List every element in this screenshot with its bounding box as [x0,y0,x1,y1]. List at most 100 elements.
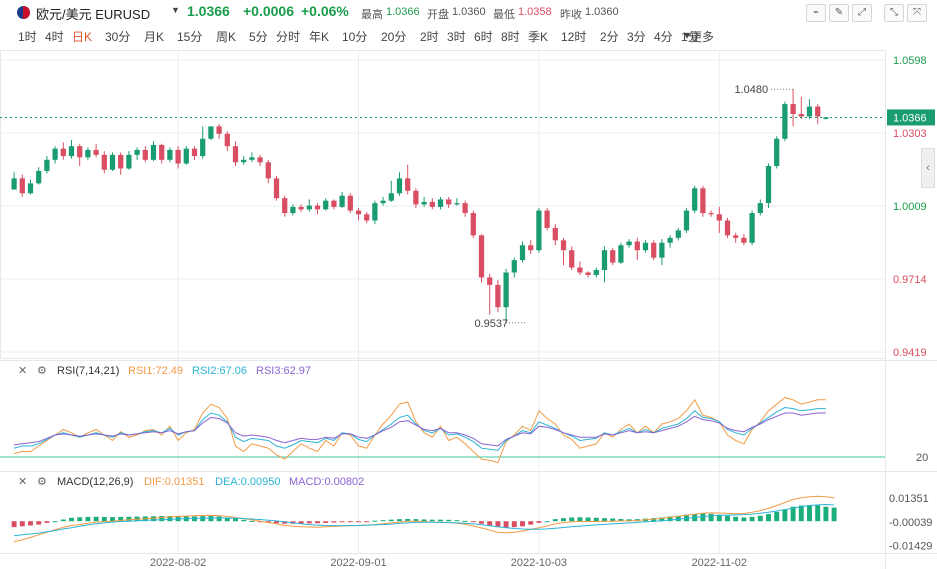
candle-body [388,193,394,201]
candle-body [610,250,616,263]
candle-body [560,240,567,251]
macd-histogram-bar [28,521,33,526]
macd-line-dif [13,495,835,543]
candle-body [150,144,157,160]
period-tab[interactable]: 2时 [420,30,439,44]
period-tab[interactable]: 20分 [381,30,407,44]
period-tab[interactable]: 4分 [654,30,673,44]
period-tab[interactable]: 5分 [249,30,268,44]
period-tab[interactable]: 日K [72,30,93,44]
candle-body [364,214,370,221]
fullscreen-icon[interactable]: ⤡ [884,4,904,22]
macd-histogram-bar [741,517,747,522]
price-axis-tick: 1.0598 [893,55,927,67]
candle-body [27,183,34,194]
date-axis-tick: 2022-08-02 [150,557,206,569]
macd-histogram-bar [69,517,74,522]
chevron-left-icon[interactable]: ‹ [921,148,935,188]
macd-histogram-bar [241,519,247,522]
macd-histogram-bar [561,518,566,522]
macd-histogram-bar [233,518,238,522]
candle-body [774,138,780,167]
candle-body [11,178,17,190]
macd-histogram-bar [675,515,681,522]
period-tab[interactable]: 15分 [177,30,203,44]
gear-icon[interactable]: ⚙ [37,476,47,488]
dif-value: DIF:0.01351 [144,476,205,488]
macd-axis-tick: -0.01429 [889,541,932,553]
candle-body [118,154,124,169]
macd-histogram-bar [364,521,370,523]
candle-body [314,205,321,210]
period-tab[interactable]: 3分 [627,30,646,44]
macd-histogram-bar [520,521,525,527]
candle-body [437,199,444,207]
macd-histogram-bar [831,507,837,522]
candle-body [495,284,501,308]
candle-body [126,154,132,169]
more-caret-icon[interactable]: ▾ [684,28,691,42]
macd-histogram-bar [479,521,484,524]
period-tab[interactable]: 30分 [105,30,131,44]
period-tab[interactable]: 8时 [501,30,520,44]
macd-histogram-bar [413,519,419,522]
period-tab[interactable]: 1分 [681,30,700,44]
high-value: 1.0366 [386,6,420,18]
macd-histogram-bar [438,519,443,522]
close-chart-icon[interactable]: ⤧ [907,4,927,22]
macd-histogram-bar [216,516,222,522]
line-tool-icon[interactable]: ⌁ [806,4,826,22]
candle-body [528,245,534,251]
caret-down-icon[interactable]: ▼ [171,5,180,15]
period-tab[interactable]: 更多 [690,30,715,44]
period-tab[interactable]: 年K [309,30,330,44]
macd-histogram-bar [101,516,107,522]
candle-body [806,106,813,117]
macd-histogram-bar [823,506,829,522]
candle-body [36,170,42,184]
period-tab[interactable]: 12时 [561,30,587,44]
period-tab[interactable]: 1时 [18,30,37,44]
period-tab[interactable]: 月K [144,30,165,44]
eu-us-flag-icon [17,6,30,19]
candle-body [462,203,468,214]
period-tab[interactable]: 6时 [474,30,493,44]
macd-histogram-bar [331,521,337,523]
candle-body [265,162,271,179]
pen-icon[interactable]: ✎ [829,4,849,22]
candle-body [585,272,591,275]
symbol-selector[interactable]: 欧元/美元 EURUSD [36,7,151,22]
candle-body [659,242,665,258]
period-tab[interactable]: 2分 [600,30,619,44]
candle-body [372,203,378,221]
candle-body [396,178,403,194]
macd-histogram-bar [11,521,17,528]
candle-body [134,149,140,155]
candle-body [749,213,755,243]
period-tab[interactable]: 季K [528,30,549,44]
close-x-icon[interactable]: ✕ [18,476,28,488]
period-tab[interactable]: 周K [216,30,237,44]
macd-histogram-bar [388,519,394,522]
candle-body [675,230,681,238]
candle-body [511,260,517,273]
macd-histogram-bar [725,515,730,522]
candle-body [93,149,99,155]
candle-body [405,178,411,191]
macd-histogram-bar [397,519,402,522]
close-x-icon[interactable]: ✕ [18,365,28,377]
period-tab[interactable]: 4时 [45,30,64,44]
period-tab[interactable]: 10分 [342,30,368,44]
expand-icon[interactable]: ⤢ [852,4,872,22]
period-tab[interactable]: 分时 [276,30,301,44]
macd-histogram-bar [815,505,821,522]
macd-histogram-bar [200,516,206,522]
macd-histogram-bar [544,521,550,523]
candle-body [470,213,476,236]
period-tab[interactable]: 3时 [447,30,466,44]
macd-histogram-bar [766,514,771,522]
macd-histogram-bar [790,506,796,522]
macd-histogram-bar [757,515,763,522]
gear-icon[interactable]: ⚙ [37,365,47,377]
